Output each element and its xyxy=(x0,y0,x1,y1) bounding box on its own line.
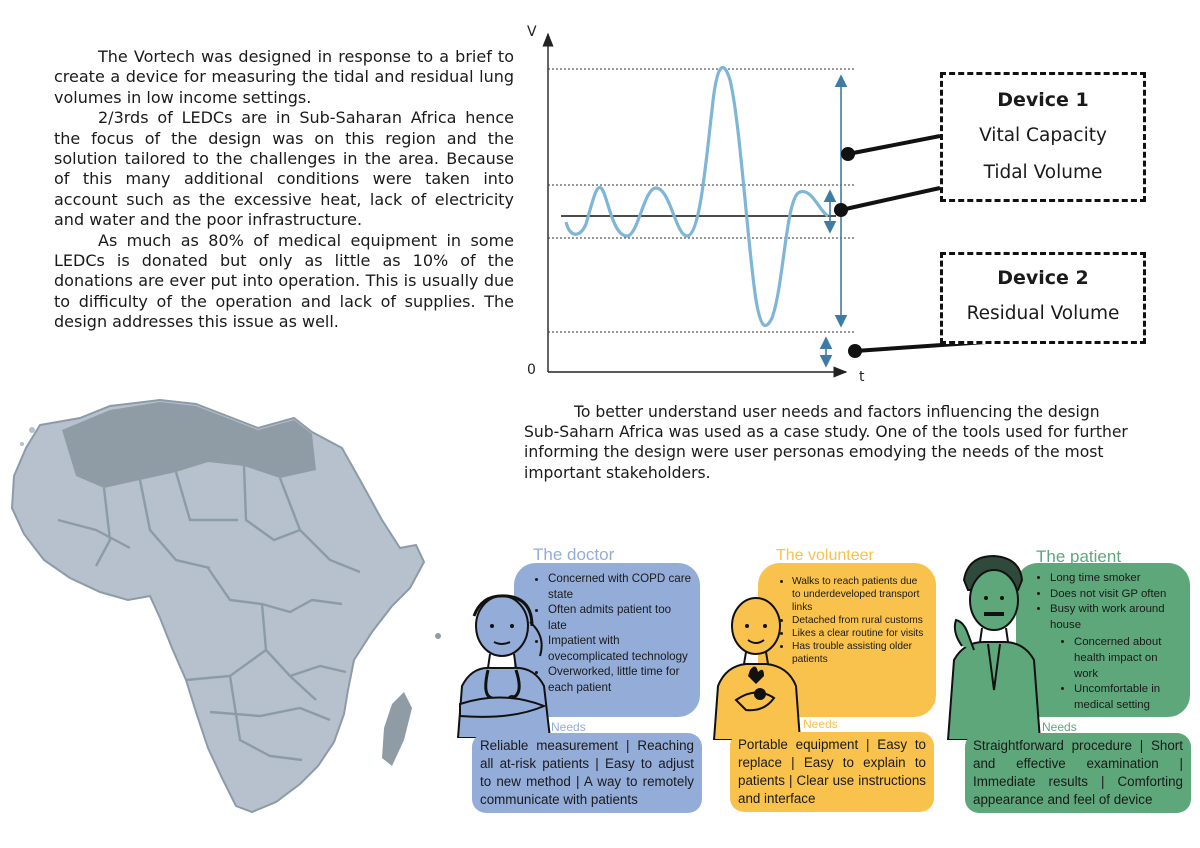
doctor-traits-card: Concerned with COPD care state Often adm… xyxy=(514,563,700,717)
doctor-title: The doctor xyxy=(533,545,615,564)
island-dot xyxy=(29,427,35,433)
y-axis-label: V xyxy=(527,24,537,40)
volunteer-illustration xyxy=(712,597,802,740)
intro-text: The Vortech was designed in response to … xyxy=(54,47,514,333)
doctor-needs-box: Reliable measurement | Reaching all at-r… xyxy=(472,733,702,813)
origin-label: 0 xyxy=(527,362,536,378)
device-1-vital-capacity: Vital Capacity xyxy=(979,125,1107,146)
volunteer-trait: Likes a clear routine for visits xyxy=(792,627,928,640)
device-1-title: Device 1 xyxy=(997,89,1089,111)
breathing-wave xyxy=(564,66,829,328)
volunteer-trait: Has trouble assisting older patients xyxy=(792,640,928,666)
intro-paragraph-3: As much as 80% of medical equipment in s… xyxy=(54,230,514,332)
doctor-trait: Overworked, little time for each patient xyxy=(548,664,692,695)
doctor-trait: Impatient with ovecomplicated technology xyxy=(548,633,692,664)
case-study-text: To better understand user needs and fact… xyxy=(524,402,1132,483)
volunteer-trait: Walks to reach patients due to underdeve… xyxy=(792,575,928,614)
volunteer-needs-label: Needs xyxy=(803,717,838,731)
patient-needs-label: Needs xyxy=(1042,720,1077,734)
intro-paragraph-2: 2/3rds of LEDCs are in Sub-Saharan Afric… xyxy=(54,108,514,230)
doctor-illustration xyxy=(456,594,552,738)
patient-trait: Concerned about health impact on work xyxy=(1074,635,1184,682)
patient-trait: Does not visit GP often xyxy=(1050,587,1184,603)
patient-title: The patient xyxy=(1036,547,1122,566)
patient-trait: Uncomfortable in medical setting xyxy=(1074,682,1184,713)
doctor-trait: Concerned with COPD care state xyxy=(548,571,692,602)
madagascar xyxy=(382,692,412,766)
volunteer-title: The volunteer xyxy=(776,547,874,564)
intro-paragraph-1: The Vortech was designed in response to … xyxy=(54,47,514,107)
patient-trait: Busy with work around house xyxy=(1050,602,1184,633)
island-dot xyxy=(20,442,24,446)
doctor-trait: Often admits patient too late xyxy=(548,602,692,633)
doctor-traits-list: Concerned with COPD care state Often adm… xyxy=(514,563,700,695)
case-study-paragraph: To better understand user needs and fact… xyxy=(524,403,1128,482)
island-dot xyxy=(435,633,441,639)
patient-trait: Long time smoker xyxy=(1050,571,1184,587)
country-borders xyxy=(57,465,361,762)
device-1-box: Device 1 Vital Capacity Tidal Volume xyxy=(940,72,1146,202)
doctor-needs-label: Needs xyxy=(551,720,586,734)
patient-traits-sublist: Concerned about health impact on work Un… xyxy=(1016,635,1190,713)
device-2-title: Device 2 xyxy=(997,267,1089,289)
volunteer-traits-list: Walks to reach patients due to underdeve… xyxy=(758,563,936,666)
patient-traits-list: Long time smoker Does not visit GP often… xyxy=(1016,563,1190,633)
device-2-box: Device 2 Residual Volume xyxy=(940,252,1146,344)
patient-traits-card: Long time smoker Does not visit GP often… xyxy=(1016,563,1190,717)
lung-volume-graph: V t 0 xyxy=(527,24,987,385)
africa-map xyxy=(10,398,441,814)
x-axis-label: t xyxy=(859,369,865,385)
north-africa-region xyxy=(62,402,316,488)
tidal-volume-connector xyxy=(840,186,941,212)
vital-capacity-connector xyxy=(847,134,941,156)
volunteer-traits-card: Walks to reach patients due to underdeve… xyxy=(758,563,936,717)
device-1-tidal-volume: Tidal Volume xyxy=(983,162,1103,183)
patient-needs-box: Straightforward procedure | Short and ef… xyxy=(965,733,1191,813)
patient-illustration xyxy=(946,554,1042,740)
device-2-residual-volume: Residual Volume xyxy=(966,303,1120,324)
africa-continent xyxy=(10,398,426,814)
volunteer-trait: Detached from rural customs xyxy=(792,614,928,627)
volunteer-needs-box: Portable equipment | Easy to replace | E… xyxy=(730,732,934,812)
